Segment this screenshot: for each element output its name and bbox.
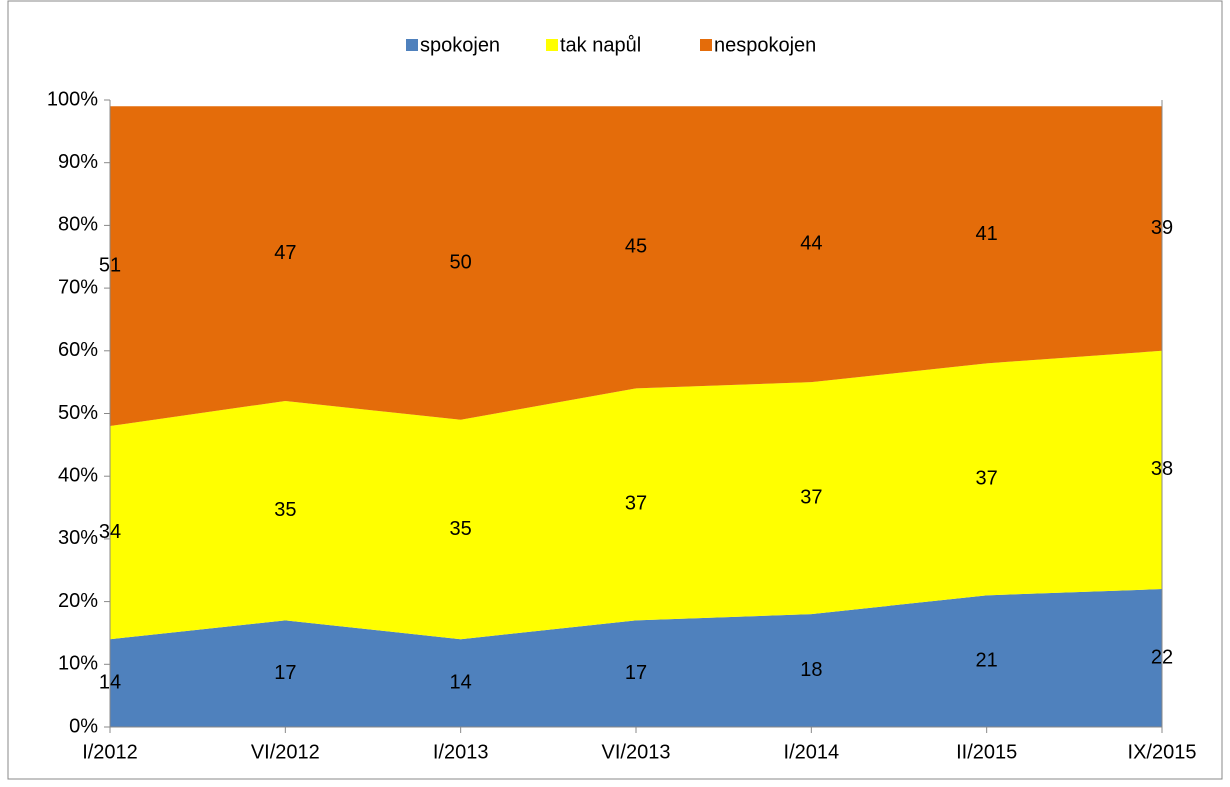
x-tick-label: VI/2013 <box>602 741 671 763</box>
data-label: 35 <box>274 499 296 521</box>
y-tick-label: 10% <box>58 653 98 675</box>
legend-label: nespokojen <box>714 34 816 56</box>
data-label: 37 <box>625 493 647 515</box>
legend-label: tak napůl <box>560 34 641 56</box>
data-label: 41 <box>976 223 998 245</box>
area <box>110 589 1162 727</box>
y-tick-label: 70% <box>58 276 98 298</box>
y-tick-label: 30% <box>58 527 98 549</box>
y-tick-label: 20% <box>58 590 98 612</box>
data-label: 50 <box>450 251 472 273</box>
y-tick-label: 40% <box>58 464 98 486</box>
x-tick-label: VI/2012 <box>251 741 320 763</box>
x-tick-label: I/2013 <box>433 741 489 763</box>
legend-swatch <box>406 39 418 51</box>
legend-label: spokojen <box>420 34 500 56</box>
legend-swatch <box>546 39 558 51</box>
y-tick-label: 90% <box>58 151 98 173</box>
y-tick-label: 80% <box>58 214 98 236</box>
x-tick-label: I/2014 <box>784 741 840 763</box>
data-label: 18 <box>800 659 822 681</box>
data-label: 44 <box>800 232 822 254</box>
data-label: 17 <box>274 662 296 684</box>
data-label: 37 <box>976 468 998 490</box>
area <box>110 106 1162 427</box>
legend-swatch <box>700 39 712 51</box>
x-tick-label: II/2015 <box>956 741 1017 763</box>
y-tick-label: 60% <box>58 339 98 361</box>
area <box>110 350 1162 640</box>
x-tick-label: IX/2015 <box>1128 741 1197 763</box>
y-tick-label: 0% <box>69 715 98 737</box>
y-tick-label: 50% <box>58 402 98 424</box>
data-label: 37 <box>800 486 822 508</box>
y-tick-label: 100% <box>47 88 98 110</box>
data-label: 21 <box>976 649 998 671</box>
data-label: 17 <box>625 662 647 684</box>
data-label: 45 <box>625 236 647 258</box>
data-label: 47 <box>274 242 296 264</box>
data-label: 14 <box>450 671 472 693</box>
data-label: 35 <box>450 518 472 540</box>
x-tick-label: I/2012 <box>82 741 138 763</box>
